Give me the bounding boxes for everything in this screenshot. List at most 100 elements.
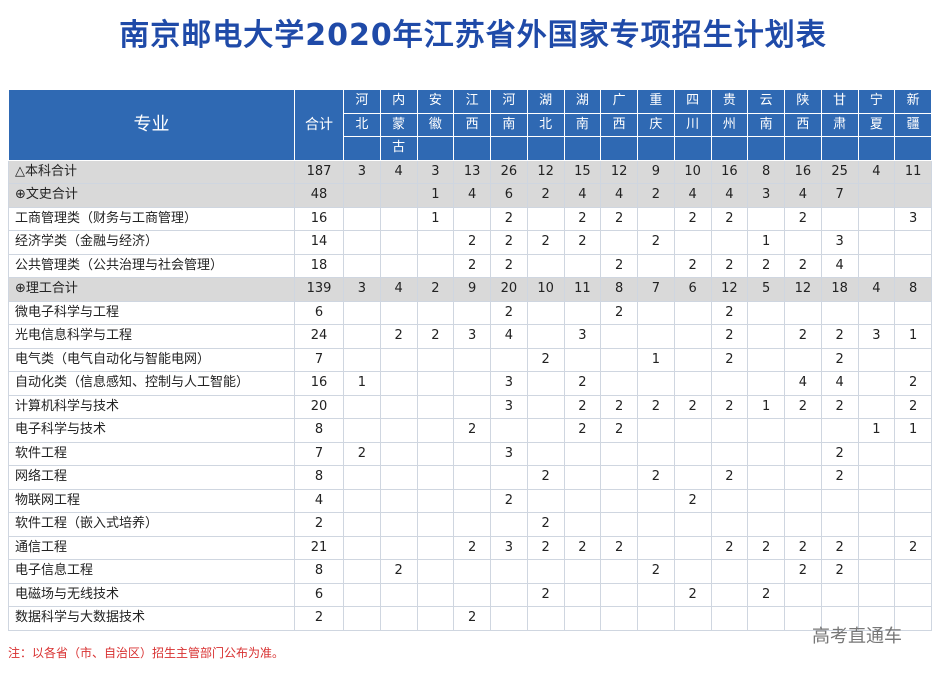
major-name-cell: 电磁场与无线技术 bbox=[8, 582, 295, 607]
province-count-cell: 2 bbox=[710, 347, 749, 372]
table-row: 软件工程（嵌入式培养） 2 2 bbox=[8, 512, 932, 537]
province-count-cell: 2 bbox=[379, 559, 418, 584]
province-count-cell bbox=[784, 418, 822, 443]
province-count-cell: 2 bbox=[784, 324, 822, 349]
province-count-cell bbox=[894, 253, 932, 278]
province-count-cell bbox=[784, 347, 822, 372]
province-count-cell bbox=[416, 606, 455, 631]
province-header-bottom: 西 bbox=[453, 112, 491, 137]
province-count-cell bbox=[416, 535, 455, 560]
province-count-cell bbox=[747, 606, 785, 631]
province-count-cell bbox=[600, 488, 638, 513]
province-count-cell: 3 bbox=[563, 324, 602, 349]
province-count-cell: 2 bbox=[600, 300, 638, 325]
province-header-extra bbox=[563, 136, 602, 161]
total-cell: 139 bbox=[294, 277, 344, 302]
province-count-cell: 1 bbox=[343, 371, 381, 396]
province-count-cell bbox=[637, 206, 675, 231]
province-count-cell: 2 bbox=[563, 371, 602, 396]
province-count-cell bbox=[416, 253, 455, 278]
province-header-bottom: 北 bbox=[526, 112, 565, 137]
province-count-cell bbox=[379, 606, 418, 631]
province-count-cell: 2 bbox=[453, 535, 491, 560]
footnote: 注：以各省（市、自治区）招生主管部门公布为准。 bbox=[8, 646, 285, 660]
province-count-cell bbox=[894, 582, 932, 607]
province-count-cell: 2 bbox=[673, 253, 712, 278]
enrollment-plan-table: 专业 合计 河内安江河湖湖广重四贵云陕甘宁新 北蒙徽西南北南西庆川州南西肃夏疆 … bbox=[8, 89, 932, 631]
province-count-cell: 10 bbox=[673, 159, 712, 184]
province-count-cell bbox=[563, 488, 602, 513]
province-count-cell bbox=[820, 488, 859, 513]
province-header-extra bbox=[820, 136, 859, 161]
province-count-cell: 16 bbox=[784, 159, 822, 184]
major-name-cell: 电子科学与技术 bbox=[8, 418, 295, 443]
province-count-cell: 2 bbox=[747, 582, 785, 607]
province-count-cell bbox=[894, 300, 932, 325]
total-cell: 187 bbox=[294, 159, 344, 184]
province-count-cell bbox=[710, 488, 749, 513]
province-count-cell bbox=[710, 418, 749, 443]
total-cell: 20 bbox=[294, 394, 344, 419]
province-count-cell bbox=[637, 535, 675, 560]
province-count-cell bbox=[526, 418, 565, 443]
table-row: 光电信息科学与工程 24 2 2 3 4 3 2 2 2 3 1 bbox=[8, 324, 932, 349]
province-count-cell bbox=[894, 606, 932, 631]
province-count-cell bbox=[673, 230, 712, 255]
province-count-cell: 13 bbox=[453, 159, 491, 184]
province-count-cell bbox=[784, 512, 822, 537]
province-count-cell: 2 bbox=[673, 394, 712, 419]
province-count-cell bbox=[673, 347, 712, 372]
province-count-cell bbox=[343, 324, 381, 349]
province-count-cell bbox=[710, 512, 749, 537]
province-count-cell bbox=[894, 465, 932, 490]
province-count-cell bbox=[894, 230, 932, 255]
province-count-cell: 3 bbox=[857, 324, 896, 349]
province-count-cell: 2 bbox=[563, 418, 602, 443]
province-count-cell bbox=[637, 441, 675, 466]
province-count-cell bbox=[490, 582, 528, 607]
province-count-cell bbox=[526, 559, 565, 584]
province-count-cell bbox=[343, 230, 381, 255]
province-count-cell bbox=[637, 253, 675, 278]
province-count-cell bbox=[600, 606, 638, 631]
province-count-cell bbox=[894, 183, 932, 208]
total-cell: 48 bbox=[294, 183, 344, 208]
province-count-cell: 2 bbox=[747, 253, 785, 278]
province-header-extra bbox=[490, 136, 528, 161]
province-count-cell bbox=[857, 465, 896, 490]
province-count-cell bbox=[490, 606, 528, 631]
province-header-top: 河 bbox=[490, 89, 528, 114]
province-count-cell bbox=[747, 371, 785, 396]
province-count-cell bbox=[784, 606, 822, 631]
total-cell: 4 bbox=[294, 488, 344, 513]
province-count-cell: 2 bbox=[453, 253, 491, 278]
province-count-cell bbox=[343, 347, 381, 372]
table-row: 网络工程 8 2 2 2 2 bbox=[8, 465, 932, 490]
province-count-cell bbox=[453, 512, 491, 537]
table-row: 计算机科学与技术 20 3 2 2 2 2 2 1 2 2 2 bbox=[8, 394, 932, 419]
province-count-cell: 12 bbox=[710, 277, 749, 302]
major-name-cell: 微电子科学与工程 bbox=[8, 300, 295, 325]
table-row: 微电子科学与工程 6 2 2 2 bbox=[8, 300, 932, 325]
province-count-cell bbox=[747, 206, 785, 231]
province-count-cell bbox=[673, 324, 712, 349]
province-count-cell: 1 bbox=[894, 418, 932, 443]
province-count-cell bbox=[379, 535, 418, 560]
province-header-extra: 古 bbox=[379, 136, 418, 161]
major-name-cell: 计算机科学与技术 bbox=[8, 394, 295, 419]
province-header-bottom: 庆 bbox=[637, 112, 675, 137]
province-count-cell bbox=[673, 418, 712, 443]
province-header-extra bbox=[710, 136, 749, 161]
province-header-bottom: 南 bbox=[563, 112, 602, 137]
province-count-cell: 1 bbox=[894, 324, 932, 349]
total-cell: 6 bbox=[294, 582, 344, 607]
province-count-cell: 2 bbox=[820, 441, 859, 466]
province-header-bottom: 川 bbox=[673, 112, 712, 137]
province-count-cell bbox=[710, 371, 749, 396]
province-count-cell bbox=[416, 488, 455, 513]
province-count-cell bbox=[894, 488, 932, 513]
major-name-cell: 公共管理类（公共治理与社会管理） bbox=[8, 253, 295, 278]
province-count-cell: 2 bbox=[820, 394, 859, 419]
province-count-cell: 4 bbox=[857, 277, 896, 302]
major-name-cell: 电子信息工程 bbox=[8, 559, 295, 584]
